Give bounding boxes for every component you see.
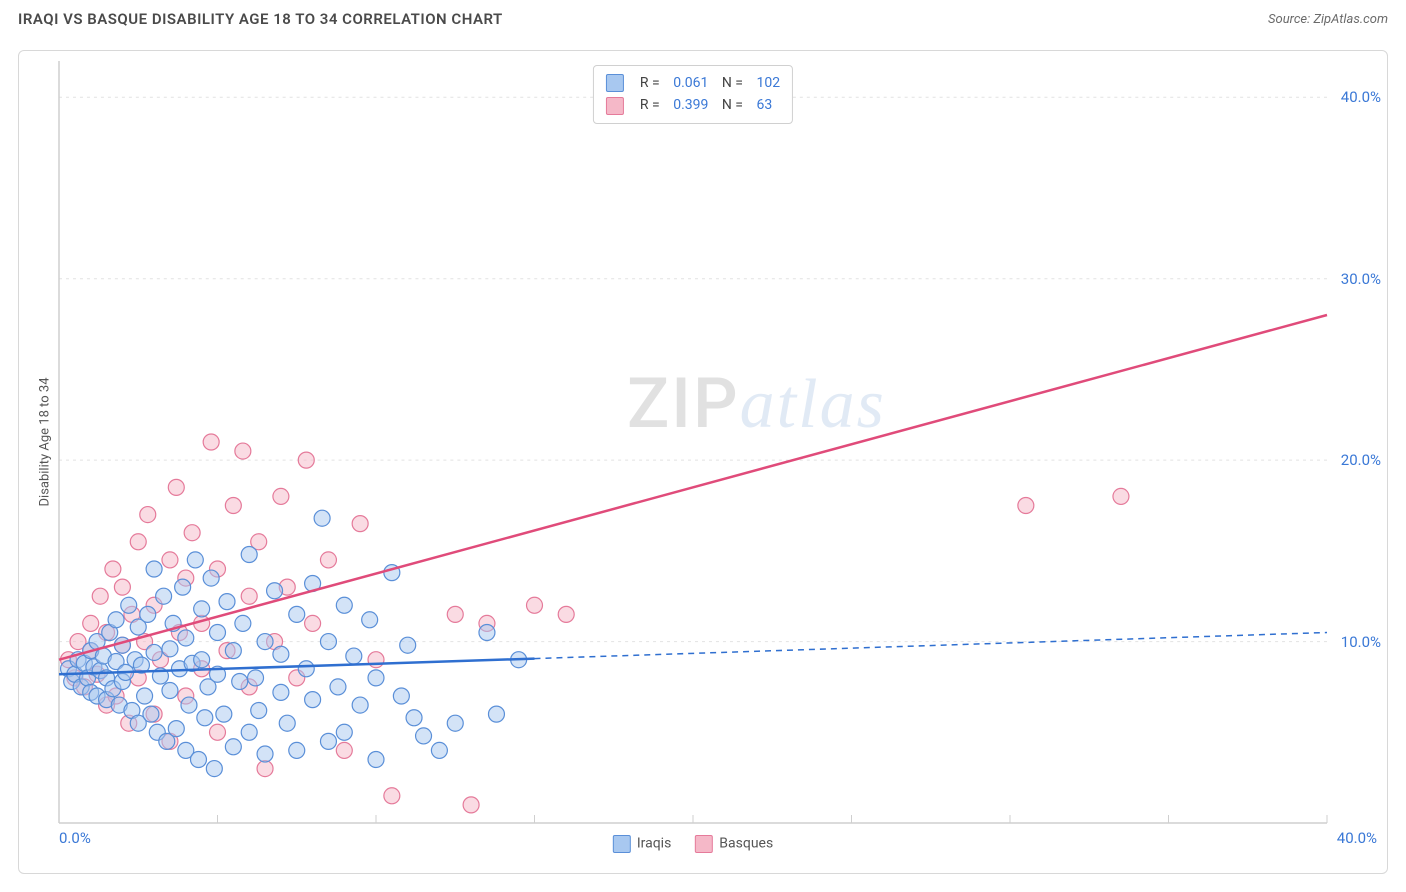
chart-title: IRAQI VS BASQUE DISABILITY AGE 18 TO 34 …	[18, 10, 503, 28]
legend-item-basques: Basques	[695, 835, 773, 853]
y-axis-tick: 30.0%	[1341, 270, 1381, 288]
y-axis-tick: 10.0%	[1341, 633, 1381, 651]
x-axis-tick-max: 40.0%	[1337, 829, 1377, 847]
y-axis-label: Disability Age 18 to 34	[38, 378, 53, 507]
correlation-box: R = 0.061 N = 102 R = 0.399 N = 63	[593, 65, 793, 124]
header-bar: IRAQI VS BASQUE DISABILITY AGE 18 TO 34 …	[0, 0, 1406, 36]
plot-area: ZIPatlas Disability Age 18 to 34 10.0%20…	[59, 61, 1327, 823]
correlation-row-iraqis: R = 0.061 N = 102	[606, 72, 780, 94]
source-credit: Source: ZipAtlas.com	[1268, 12, 1388, 27]
legend-bottom: Iraqis Basques	[613, 835, 773, 853]
correlation-swatch-iraqis	[606, 74, 624, 92]
correlation-swatch-basques	[606, 97, 624, 115]
correlation-row-basques: R = 0.399 N = 63	[606, 94, 780, 116]
legend-swatch-iraqis	[613, 835, 631, 853]
x-axis-tick-min: 0.0%	[59, 829, 91, 847]
legend-swatch-basques	[695, 835, 713, 853]
scatter-chart	[59, 61, 1327, 823]
legend-item-iraqis: Iraqis	[613, 835, 671, 853]
y-axis-tick: 40.0%	[1341, 88, 1381, 106]
y-axis-tick: 20.0%	[1341, 451, 1381, 469]
chart-container: ZIPatlas Disability Age 18 to 34 10.0%20…	[18, 50, 1388, 874]
